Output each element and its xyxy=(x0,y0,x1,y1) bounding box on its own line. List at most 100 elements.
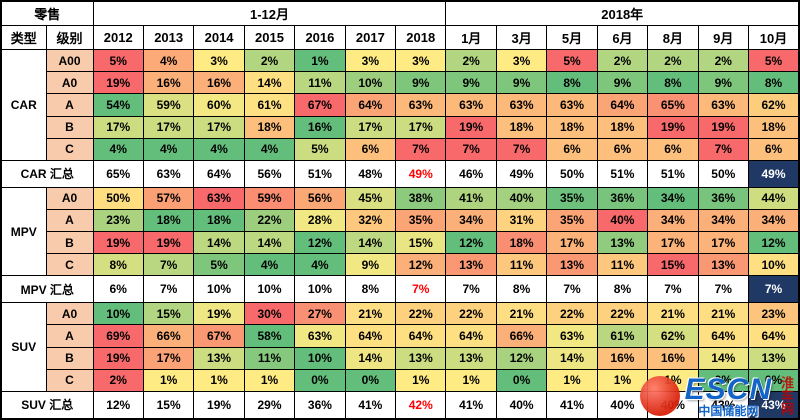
col-header-2014: 2014 xyxy=(193,25,245,50)
heat-cell: 1% xyxy=(395,368,447,392)
heat-cell: 56% xyxy=(294,186,346,210)
heat-cell: 14% xyxy=(243,71,296,95)
heat-cell: 54% xyxy=(92,93,144,117)
heat-cell: 6% xyxy=(647,137,699,162)
summary-cell: 10% xyxy=(193,275,245,304)
summary-cell: 63% xyxy=(142,160,195,188)
heat-cell: 22% xyxy=(395,302,447,326)
heat-cell: 50% xyxy=(92,186,144,210)
summary-cell: 42% xyxy=(395,390,447,420)
heat-cell: 13% xyxy=(395,346,447,370)
heat-cell: 1% xyxy=(193,368,245,392)
heat-cell: 23% xyxy=(92,208,144,233)
heat-cell: 64% xyxy=(697,324,750,348)
summary-cell: 49% xyxy=(748,160,800,188)
heat-cell: 57% xyxy=(142,186,195,210)
summary-cell: 40% xyxy=(647,390,699,420)
col-header-5月: 5月 xyxy=(546,25,598,50)
heat-cell: 64% xyxy=(344,93,397,117)
heat-cell: 35% xyxy=(546,208,598,233)
heat-cell: 60% xyxy=(193,93,245,117)
summary-cell: 7% xyxy=(748,275,800,304)
summary-cell: 8% xyxy=(344,275,397,304)
heat-cell: 22% xyxy=(546,302,598,326)
heat-cell: 1% xyxy=(243,368,296,392)
heat-cell: 45% xyxy=(344,186,397,210)
data-row-CAR-A: A 54% 59% 60% 61% 67% 64% 63% 63% 63% 63% 64% 65% 63%… xyxy=(1,93,800,117)
level-cell-SUV-B: B xyxy=(45,346,94,370)
heat-cell: 5% xyxy=(193,253,245,277)
heat-cell: 1% xyxy=(294,48,346,73)
heat-cell: 66% xyxy=(495,324,548,348)
heat-cell: 64% xyxy=(445,324,497,348)
heat-cell: 63% xyxy=(193,186,245,210)
level-cell-MPV-A: A xyxy=(45,208,94,233)
heat-cell: 13% xyxy=(445,253,497,277)
heat-cell: 5% xyxy=(546,48,598,73)
summary-cell: 41% xyxy=(445,390,497,420)
heat-cell: 9% xyxy=(395,71,447,95)
summary-cell: 7% xyxy=(546,275,598,304)
summary-cell: 7% xyxy=(142,275,195,304)
col-header-2015: 2015 xyxy=(243,25,296,50)
heat-cell: 63% xyxy=(546,324,598,348)
heat-cell: 7% xyxy=(697,137,750,162)
heat-cell: 64% xyxy=(748,324,800,348)
heat-cell: 19% xyxy=(445,115,497,139)
summary-cell: 15% xyxy=(142,390,195,420)
heat-cell: 17% xyxy=(647,231,699,255)
heat-cell: 63% xyxy=(294,324,346,348)
summary-cell: 51% xyxy=(596,160,649,188)
summary-cell: 49% xyxy=(495,160,548,188)
heat-cell: 22% xyxy=(243,208,296,233)
heat-cell: 17% xyxy=(193,115,245,139)
heat-cell: 0% xyxy=(697,368,750,392)
heat-cell: 34% xyxy=(697,208,750,233)
level-cell-MPV-A0: A0 xyxy=(45,186,94,210)
heat-cell: 11% xyxy=(294,71,346,95)
heat-cell: 2% xyxy=(697,48,750,73)
summary-cell: 49% xyxy=(395,160,447,188)
summary-cell: 41% xyxy=(344,390,397,420)
heat-cell: 12% xyxy=(445,231,497,255)
heat-cell: 21% xyxy=(697,302,750,326)
heat-cell: 19% xyxy=(193,302,245,326)
summary-cell: 46% xyxy=(445,160,497,188)
heat-cell: 27% xyxy=(294,302,346,326)
heat-cell: 5% xyxy=(294,137,346,162)
level-cell-CAR-A00: A00 xyxy=(45,48,94,73)
summary-cell: 41% xyxy=(546,390,598,420)
heat-cell: 18% xyxy=(142,208,195,233)
summary-cell: 51% xyxy=(647,160,699,188)
summary-cell: 12% xyxy=(92,390,144,420)
heat-cell: 10% xyxy=(92,302,144,326)
heat-cell: 3% xyxy=(495,48,548,73)
heat-cell: 35% xyxy=(546,186,598,210)
header-columns-row: 类型 级别 2012 2013 2014 2015 2016 2017 2018 1月 3月 5月… xyxy=(0,25,800,50)
col-header-6月: 6月 xyxy=(596,25,649,50)
heat-cell: 65% xyxy=(647,93,699,117)
heat-cell: 13% xyxy=(546,253,598,277)
heat-cell: 59% xyxy=(243,186,296,210)
summary-cell: 65% xyxy=(92,160,144,188)
summary-cell: 36% xyxy=(294,390,346,420)
heat-cell: 64% xyxy=(395,324,447,348)
heat-cell: 8% xyxy=(647,71,699,95)
heat-cell: 5% xyxy=(92,48,144,73)
header-group-row: 零售 1-12月 2018年 xyxy=(0,0,800,26)
level-cell-CAR-C: C xyxy=(45,137,94,162)
heat-cell: 41% xyxy=(445,186,497,210)
heat-cell: 19% xyxy=(92,346,144,370)
summary-cell: 48% xyxy=(344,160,397,188)
col-header-2012: 2012 xyxy=(92,25,144,50)
heat-cell: 16% xyxy=(193,71,245,95)
heat-cell: 17% xyxy=(344,115,397,139)
heat-cell: 35% xyxy=(395,208,447,233)
summary-cell: 19% xyxy=(193,390,245,420)
heat-cell: 9% xyxy=(445,71,497,95)
data-row-SUV-A0: SUV A0 10% 15% 19% 30% 27% 21% 22% 22% 21% 22% 22% 21… xyxy=(0,302,800,392)
heat-cell: 18% xyxy=(495,231,548,255)
summary-cell: 40% xyxy=(495,390,548,420)
heat-cell: 18% xyxy=(546,115,598,139)
